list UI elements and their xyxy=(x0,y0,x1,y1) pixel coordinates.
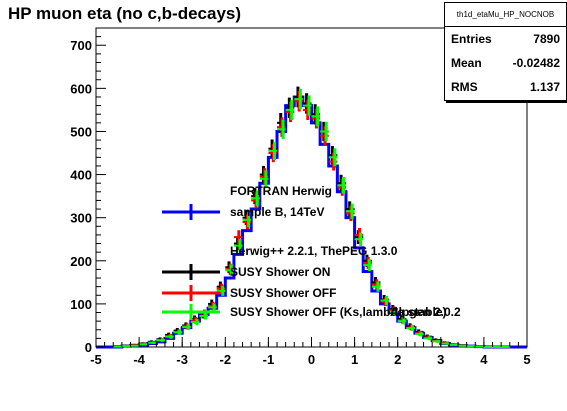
data-point xyxy=(354,232,364,247)
x-tick-label: -3 xyxy=(176,352,188,367)
stats-box: th1d_etaMu_HP_NOCNOB Entries 7890 Mean -… xyxy=(444,2,567,101)
chart-title: HP muon eta (no c,b-decays) xyxy=(8,4,242,23)
stats-row-rms: RMS 1.137 xyxy=(445,75,566,99)
y-tick-label: 100 xyxy=(70,297,92,312)
stats-label: RMS xyxy=(451,80,478,94)
data-point xyxy=(380,295,390,305)
data-point xyxy=(466,345,476,348)
legend-symbol-blue xyxy=(162,204,220,220)
stats-value: -0.02482 xyxy=(512,56,560,70)
data-point xyxy=(311,106,321,127)
stats-histogram-name: th1d_etaMu_HP_NOCNOB xyxy=(445,3,566,27)
legend-header-alpgen: Alpgen 2.0.2 xyxy=(390,305,461,319)
legend-symbol-black xyxy=(162,264,220,280)
stats-label: Entries xyxy=(451,32,492,46)
x-tick-label: 1 xyxy=(351,352,358,367)
data-point xyxy=(389,307,398,316)
data-point xyxy=(363,259,372,272)
legend-symbols xyxy=(162,204,220,320)
data-point xyxy=(406,325,415,331)
data-point xyxy=(139,343,148,346)
x-tick-label: 0 xyxy=(308,352,315,367)
data-point xyxy=(130,344,140,347)
data-point xyxy=(397,317,407,325)
stats-row-entries: Entries 7890 xyxy=(445,27,566,51)
data-point xyxy=(414,331,424,337)
legend-entry-blue: sample B, 14TeV xyxy=(230,205,325,219)
data-point xyxy=(277,119,286,139)
data-point xyxy=(216,286,226,296)
y-tick-label: 300 xyxy=(70,211,92,226)
data-point xyxy=(113,345,122,348)
legend-entry-green: SUSY Shower OFF (Ks,lambda stable) xyxy=(230,305,447,319)
data-point xyxy=(190,318,200,326)
data-point xyxy=(251,190,260,207)
y-tick-label: 600 xyxy=(70,81,92,96)
data-point xyxy=(173,329,183,335)
x-tick-label: -4 xyxy=(133,352,145,367)
data-point xyxy=(475,345,484,348)
data-point xyxy=(328,148,338,167)
legend-symbol-green xyxy=(162,304,220,320)
series-4 xyxy=(113,88,510,348)
legend-header-fortran: FORTRAN Herwig xyxy=(230,184,332,198)
legend-header-herwigpp: Herwig++ 2.2.1, ThePEG 1.3.0 xyxy=(230,244,398,258)
x-tick-label: -2 xyxy=(220,352,232,367)
y-tick-label: 200 xyxy=(70,254,92,269)
stats-row-mean: Mean -0.02482 xyxy=(445,51,566,75)
data-point xyxy=(423,336,433,341)
data-point xyxy=(337,176,346,194)
data-point xyxy=(294,88,303,110)
axes-layer: 0 100 200 300 400 500 600 700 -5 -4 -3 -2 -1 0 1 2 3 4 5 xyxy=(70,36,531,367)
data-point xyxy=(208,303,217,312)
x-tick-label: 3 xyxy=(437,352,444,367)
stats-value: 1.137 xyxy=(529,80,560,94)
data-point xyxy=(147,341,157,345)
y-tick-label: 0 xyxy=(85,340,92,355)
data-point xyxy=(302,95,312,116)
y-tick-label: 700 xyxy=(70,38,92,53)
data-point xyxy=(164,334,174,339)
x-tick-label: -1 xyxy=(263,352,275,367)
data-point xyxy=(285,99,295,121)
data-point xyxy=(259,170,269,188)
x-tick-label: -5 xyxy=(90,352,102,367)
data-point xyxy=(371,281,381,292)
x-tick-label: 2 xyxy=(394,352,401,367)
data-point xyxy=(156,338,165,342)
data-point xyxy=(242,212,252,228)
data-point xyxy=(233,239,243,253)
data-point xyxy=(432,339,441,343)
data-point xyxy=(458,344,467,347)
data-point xyxy=(449,343,459,346)
data-point xyxy=(182,324,191,331)
legend-entry-black: SUSY Shower ON xyxy=(230,265,331,279)
data-point xyxy=(320,121,329,142)
x-tick-label: 4 xyxy=(480,352,488,367)
legend-entry-red: SUSY Shower OFF xyxy=(230,286,337,300)
data-point xyxy=(440,342,450,345)
data-point xyxy=(268,141,278,161)
data-point xyxy=(121,345,131,348)
stats-label: Mean xyxy=(451,56,482,70)
data-point xyxy=(225,264,234,277)
stats-value: 7890 xyxy=(533,32,560,46)
y-tick-label: 500 xyxy=(70,124,92,139)
x-tick-label: 5 xyxy=(523,352,530,367)
legend-symbol-red xyxy=(162,285,220,301)
series-layer xyxy=(96,86,527,349)
data-point xyxy=(345,203,355,219)
data-point xyxy=(199,312,209,320)
y-tick-label: 400 xyxy=(70,168,92,183)
